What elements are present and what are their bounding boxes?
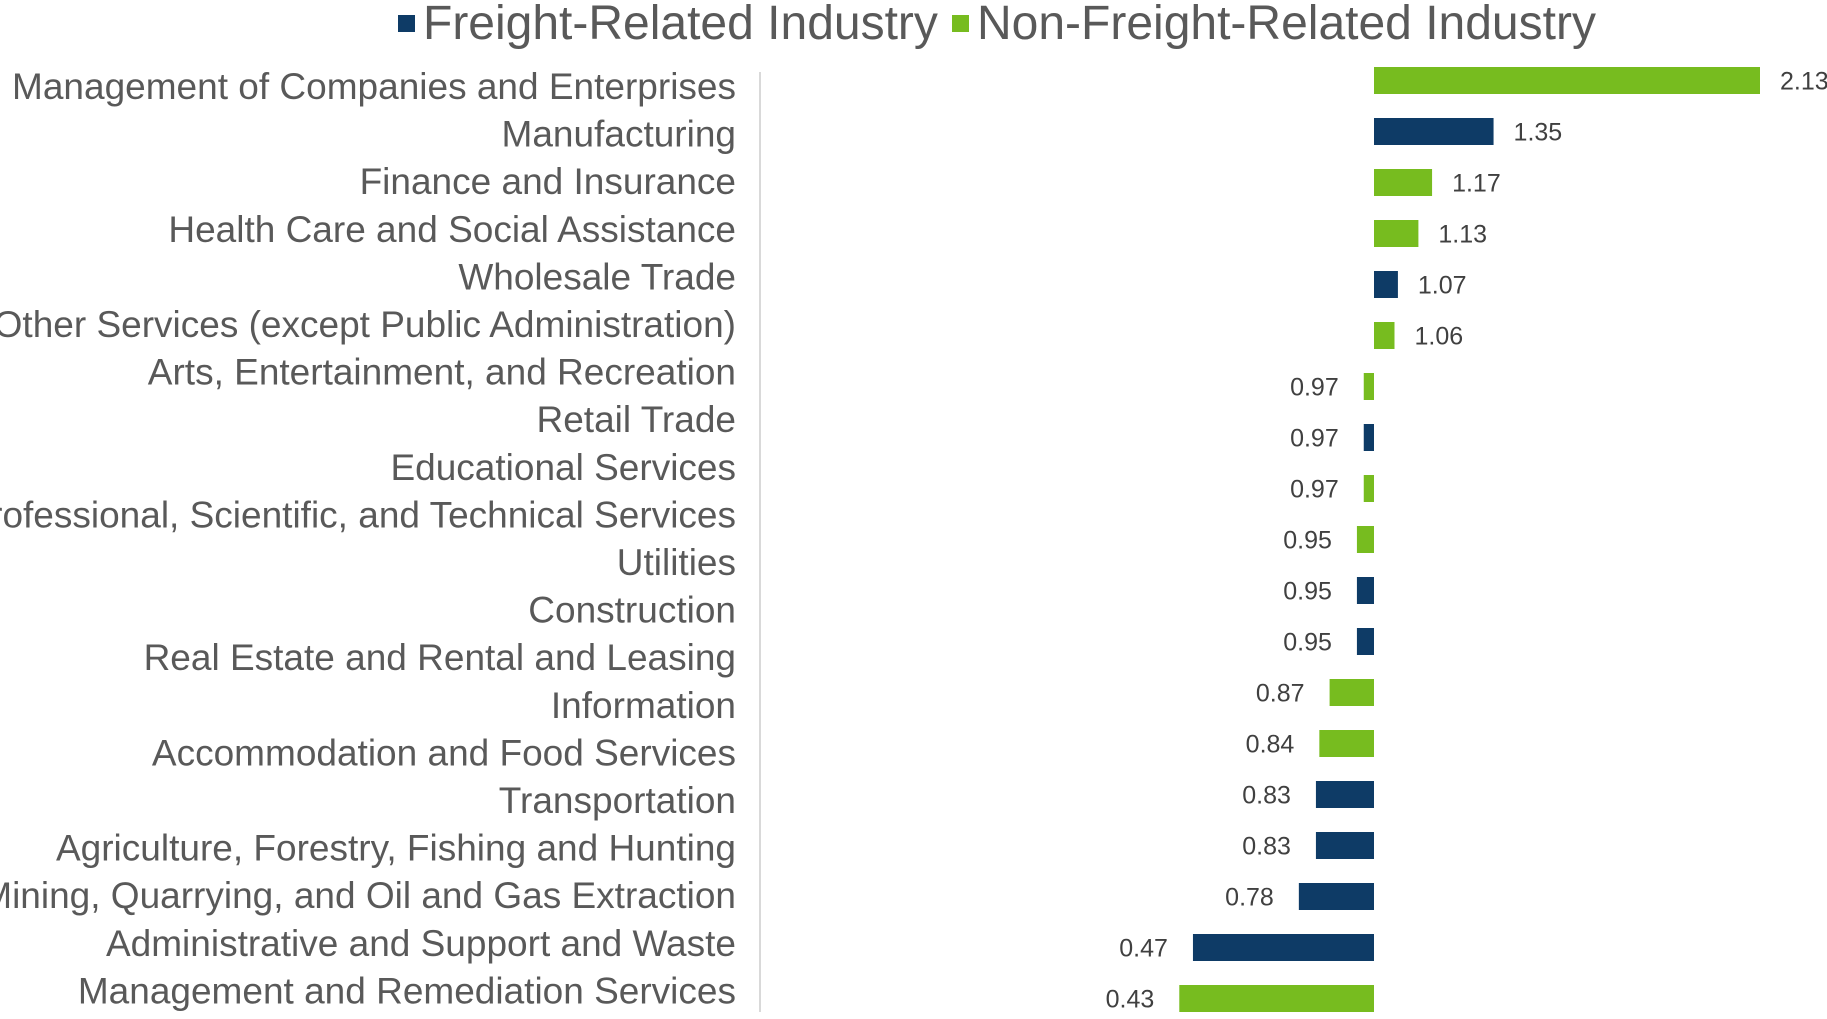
bar	[1363, 475, 1374, 502]
data-label: 0.95	[1283, 629, 1332, 657]
data-label: 0.95	[1283, 578, 1332, 606]
data-label: 0.84	[1246, 731, 1295, 759]
category-label: Arts, Entertainment, and Recreation	[148, 352, 736, 393]
data-label: 0.97	[1290, 374, 1339, 402]
data-label: 0.83	[1242, 782, 1291, 810]
bar	[1329, 679, 1374, 706]
legend-label-non-freight: Non-Freight-Related Industry	[977, 0, 1596, 50]
bar	[1315, 781, 1374, 808]
category-label: Manufacturing	[502, 114, 736, 155]
category-label: Construction	[528, 590, 736, 631]
category-label: Finance and Insurance	[360, 161, 736, 202]
data-label: 0.83	[1242, 833, 1291, 861]
legend-label-freight: Freight-Related Industry	[423, 0, 938, 50]
category-label: Accommodation and Food Services	[152, 732, 736, 773]
data-label: 0.43	[1106, 986, 1155, 1014]
data-label: 1.07	[1418, 272, 1467, 300]
bar	[1374, 322, 1395, 349]
bar	[1315, 832, 1374, 859]
category-label: Health Care and Social Assistance	[168, 209, 736, 250]
data-label: 0.95	[1283, 527, 1332, 555]
bar	[1374, 67, 1760, 94]
data-label: 0.47	[1119, 935, 1168, 963]
category-label: Transportation	[499, 780, 736, 821]
category-label: Retail Trade	[537, 399, 737, 440]
category-label: Mining, Quarrying, and Oil and Gas Extra…	[0, 875, 736, 916]
bar	[1363, 373, 1374, 400]
bar	[1363, 424, 1374, 451]
category-label: Educational Services	[390, 447, 736, 488]
data-label: 0.78	[1225, 884, 1274, 912]
data-label: 1.06	[1414, 323, 1463, 351]
bar	[1192, 934, 1374, 961]
bar	[1356, 628, 1374, 655]
data-label: 0.97	[1290, 476, 1339, 504]
bar	[1298, 883, 1374, 910]
bar	[1374, 118, 1494, 145]
bar	[1374, 169, 1433, 196]
data-label: 2.13	[1780, 68, 1827, 96]
category-label: Management of Companies and Enterprises	[12, 66, 736, 107]
bar	[1374, 220, 1419, 247]
bars	[1179, 67, 1760, 1012]
legend: Freight-Related Industry Non-Freight-Rel…	[398, 0, 1596, 50]
category-label: Utilities	[617, 542, 736, 583]
bar	[1319, 730, 1374, 757]
legend-swatch-non-freight	[952, 15, 969, 32]
data-label: 0.97	[1290, 425, 1339, 453]
data-labels: 2.13 1.35 1.17 1.13 1.07 1.06 0.97 0.97 0.97 0.95…	[1106, 68, 1827, 1014]
bar	[1374, 271, 1398, 298]
data-label: 1.17	[1452, 170, 1501, 198]
bar	[1356, 577, 1374, 604]
category-label: Administrative and Support and Waste	[106, 923, 736, 964]
category-label: Professional, Scientific, and Technical …	[0, 494, 736, 535]
bar	[1179, 985, 1374, 1012]
bar	[1356, 526, 1374, 553]
legend-swatch-freight	[398, 15, 415, 32]
data-label: 1.13	[1438, 221, 1487, 249]
category-label: Agriculture, Forestry, Fishing and Hunti…	[56, 828, 736, 869]
data-label: 0.87	[1256, 680, 1305, 708]
category-label: Information	[551, 685, 736, 726]
data-label: 1.35	[1514, 119, 1563, 147]
category-label: Management and Remediation Services	[78, 970, 736, 1011]
category-label: Other Services (except Public Administra…	[0, 304, 736, 345]
category-label: Wholesale Trade	[458, 256, 736, 297]
category-label: Real Estate and Rental and Leasing	[144, 637, 736, 678]
category-labels: Management of Companies and Enterprises M…	[0, 66, 736, 1011]
